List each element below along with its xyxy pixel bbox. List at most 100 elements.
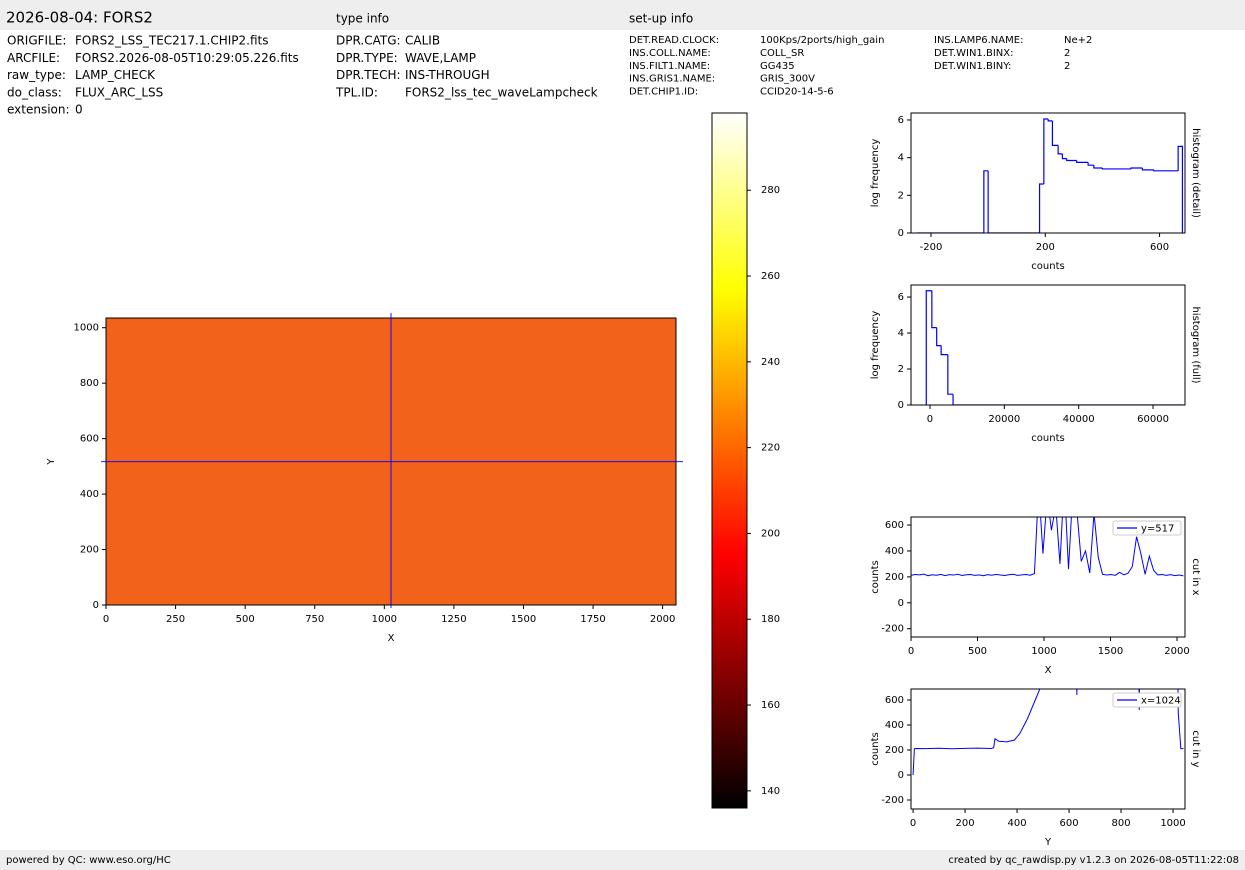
info-value: 0 [75, 103, 83, 117]
legend-box [1112, 692, 1182, 708]
info-label: raw_type: [7, 68, 66, 82]
plot-area [911, 517, 1184, 577]
y-tick-label: 0 [898, 770, 904, 781]
x-axis-label: X [388, 633, 395, 644]
x-tick-label: 750 [305, 614, 324, 625]
axes-frame [910, 688, 1186, 810]
section-heading: type info [336, 12, 389, 26]
setup-value: CCID20-14-5-6 [760, 87, 834, 98]
histogram-step [936, 327, 942, 347]
histogram-step [1038, 183, 1044, 233]
info-value: FORS2_LSS_TEC217.1.CHIP2.fits [75, 34, 268, 48]
header-band [0, 0, 1245, 30]
x-tick-label: 0 [927, 414, 933, 425]
x-tick-label: 500 [236, 614, 255, 625]
histogram-step [1130, 167, 1143, 169]
x-tick-label: 0 [908, 646, 914, 657]
y-tick-label: 200 [761, 528, 780, 539]
y-tick-label: 400 [80, 489, 99, 500]
setup-label: INS.FILT1.NAME: [629, 61, 710, 72]
setup-label: DET.WIN1.BINY: [934, 61, 1011, 72]
info-label: ORIGFILE: [7, 34, 66, 48]
footer-left: powered by QC: www.eso.org/HC [6, 855, 171, 866]
x-tick-label: -200 [920, 242, 943, 253]
y-tick-label: 400 [885, 546, 904, 557]
info-label: DPR.TECH: [336, 68, 401, 82]
setup-label: DET.WIN1.BINX: [934, 48, 1014, 59]
histogram-step [1057, 145, 1063, 155]
histogram-step [931, 290, 937, 329]
axes-frame [910, 112, 1186, 234]
side-label: histogram (full) [1190, 306, 1201, 383]
histogram-step [1051, 120, 1059, 147]
setup-value: COLL_SR [760, 48, 804, 59]
info-label: ARCFILE: [7, 51, 60, 65]
x-tick-label: 500 [968, 646, 987, 657]
x-tick-label: 800 [1112, 818, 1131, 829]
setup-value: GRIS_300V [760, 74, 815, 85]
histogram-step [1141, 168, 1154, 171]
y-tick-label: 0 [898, 400, 904, 411]
y-tick-label: 600 [885, 695, 904, 706]
histogram-step [983, 170, 989, 233]
y-tick-label: 200 [80, 545, 99, 556]
x-tick-label: 200 [1036, 242, 1055, 253]
y-tick-label: 260 [761, 271, 780, 282]
y-tick-label: 280 [761, 185, 780, 196]
y-tick-label: 180 [761, 614, 780, 625]
info-value: FORS2.2026-08-05T10:29:05.226.fits [75, 51, 299, 65]
legend-box [1112, 520, 1182, 536]
y-tick-label: 220 [761, 443, 780, 454]
y-axis-label: log frequency [870, 311, 881, 380]
x-tick-label: 60000 [1137, 414, 1169, 425]
side-label: cut in y [1190, 730, 1201, 767]
histogram-step [925, 290, 932, 405]
y-axis-label: counts [870, 560, 881, 593]
panel: 0 20000 40000 60000 0 2 4 6 counts log frequency h… [870, 284, 1201, 444]
info-value: LAMP_CHECK [75, 68, 156, 82]
section-heading: set-up info [629, 12, 693, 26]
y-tick-label: 4 [898, 153, 904, 164]
legend-label: y=517 [1141, 524, 1174, 535]
plot-area [916, 118, 1184, 233]
setup-label: INS.LAMP6.NAME: [934, 35, 1023, 46]
x-tick-label: 200 [956, 818, 975, 829]
x-axis-label: counts [1031, 261, 1064, 272]
y-tick-label: -200 [881, 795, 904, 806]
panel: -200 200 600 0 2 4 6 counts log frequency histogr… [870, 112, 1201, 272]
x-tick-label: 600 [1150, 242, 1169, 253]
info-value: FLUX_ARC_LSS [75, 85, 163, 99]
axes-frame [910, 284, 1186, 406]
x-tick-label: 1000 [1160, 818, 1185, 829]
y-tick-label: 200 [885, 572, 904, 583]
y-tick-label: 2 [898, 364, 904, 375]
y-axis-label: counts [870, 732, 881, 765]
info-value: WAVE,LAMP [405, 51, 476, 65]
x-tick-label: 600 [1060, 818, 1079, 829]
setup-value: 100Kps/2ports/high_gain [760, 35, 884, 46]
setup-label: INS.GRIS1.NAME: [629, 74, 715, 85]
x-tick-label: 40000 [1063, 414, 1095, 425]
histogram-step [1101, 168, 1131, 170]
histogram-step [952, 394, 1183, 405]
y-tick-label: 140 [761, 786, 780, 797]
y-tick-label: 240 [761, 357, 780, 368]
y-tick-label: 1000 [74, 323, 99, 334]
histogram-step [1087, 162, 1094, 166]
x-tick-label: 2000 [650, 614, 675, 625]
x-tick-label: 250 [166, 614, 185, 625]
side-label: cut in x [1190, 558, 1201, 595]
histogram-step [1177, 145, 1184, 233]
info-label: DPR.CATG: [336, 34, 401, 48]
panel: y=517 0 500 1000 1500 2000 -200 0 200 400 600 Xcoun… [870, 516, 1201, 676]
x-tick-label: 20000 [988, 414, 1020, 425]
histogram-step [1061, 153, 1067, 160]
footer-band [0, 850, 1245, 870]
plot-area [925, 290, 1183, 405]
x-tick-label: 1500 [511, 614, 536, 625]
y-tick-label: 200 [885, 745, 904, 756]
info-label: extension: [7, 103, 70, 117]
y-tick-label: 6 [898, 292, 904, 303]
x-tick-label: 1000 [372, 614, 397, 625]
